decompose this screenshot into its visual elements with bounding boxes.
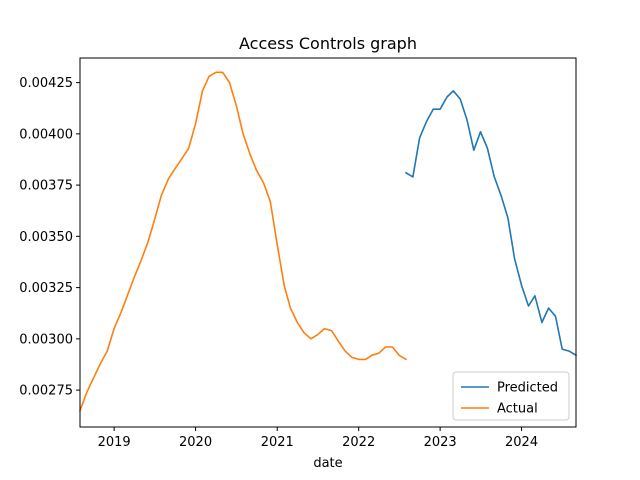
plot-area [78, 71, 578, 412]
x-axis-label: date [313, 456, 342, 471]
legend: Predicted Actual [452, 371, 570, 421]
legend-label-actual: Actual [497, 402, 538, 417]
x-tick-label: 2023 [424, 435, 457, 450]
x-tick-label: 2022 [342, 435, 375, 450]
y-tick-label: 0.00275 [19, 384, 73, 399]
x-tick-label: 2020 [179, 435, 212, 450]
x-tick-label: 2024 [505, 435, 538, 450]
y-axis: 0.00275 0.00300 0.00325 0.00350 0.00375 0.004… [19, 76, 80, 399]
chart-title: Access Controls graph [239, 34, 417, 53]
plot-frame [79, 57, 577, 428]
series-line-actual [78, 71, 408, 412]
y-tick-label: 0.00375 [19, 179, 73, 194]
y-tick-label: 0.00325 [19, 281, 73, 296]
legend-label-predicted: Predicted [497, 381, 558, 396]
x-axis: 2019 2020 2021 2022 2023 2024 [98, 427, 538, 450]
series-line-predicted [404, 90, 578, 357]
x-tick-label: 2019 [98, 435, 131, 450]
y-tick-label: 0.00400 [19, 127, 73, 142]
y-tick-label: 0.00350 [19, 230, 73, 245]
y-tick-label: 0.00425 [19, 76, 73, 91]
y-tick-label: 0.00300 [19, 332, 73, 347]
x-tick-label: 2021 [261, 435, 294, 450]
